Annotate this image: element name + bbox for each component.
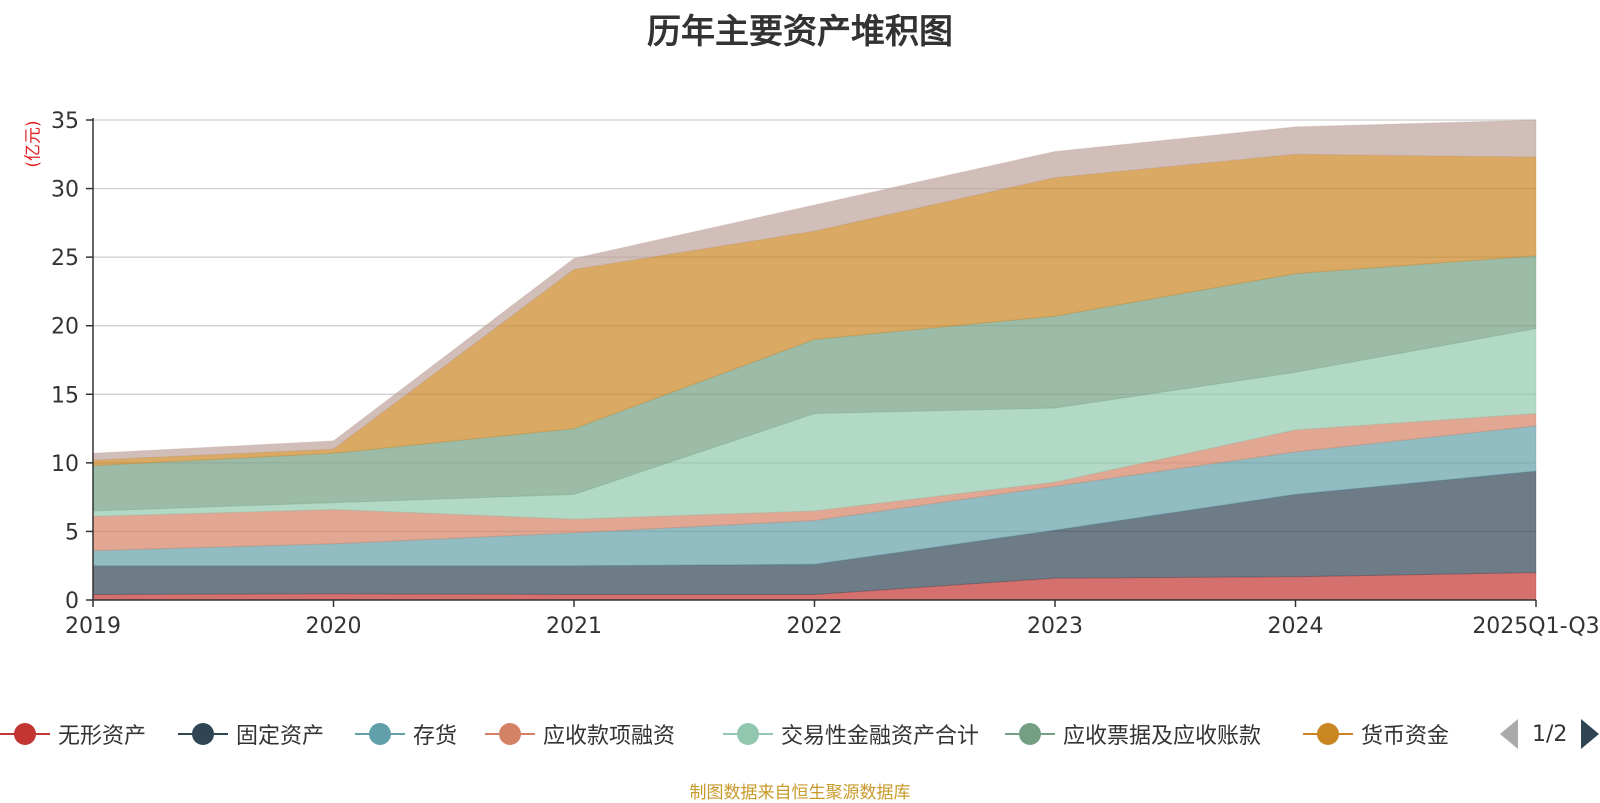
legend-item-存货[interactable]: 存货 — [355, 716, 457, 752]
y-tick-label: 30 — [51, 178, 79, 203]
legend-item-固定资产[interactable]: 固定资产 — [178, 716, 324, 752]
area-series-存货 — [92, 425, 1537, 567]
legend-label: 无形资产 — [58, 724, 147, 749]
x-tick-label: 2022 — [787, 614, 843, 639]
y-tick-label: 10 — [51, 452, 79, 477]
legend-marker-icon — [1303, 716, 1353, 752]
chart-title: 历年主要资产堆积图 — [647, 12, 953, 52]
x-tick-label: 2023 — [1027, 614, 1083, 639]
legend-item-应收款项融资[interactable]: 应收款项融资 — [485, 716, 675, 752]
y-tick-label: 35 — [51, 109, 79, 134]
area-series-应收票据及应收账款 — [92, 255, 1537, 512]
axes — [86, 118, 1537, 607]
area-series — [92, 119, 1537, 601]
legend-item-交易性金融资产合计[interactable]: 交易性金融资产合计 — [723, 716, 979, 752]
area-series-货币资金 — [92, 153, 1537, 467]
tick-labels: 0 5 10 15 20 25 30 35 2019 2020 2021 2022 2023 2024 20… — [51, 109, 1600, 639]
data-source-note: 制图数据来自恒生聚源数据库 — [689, 783, 911, 803]
legend-item-货币资金[interactable]: 货币资金 — [1303, 716, 1449, 752]
legend-marker-icon — [485, 716, 535, 752]
legend-item-无形资产[interactable]: 无形资产 — [0, 716, 146, 752]
y-tick-label: 15 — [51, 383, 79, 408]
stacked-area-chart: 0 5 10 15 20 25 30 35 2019 2020 2021 2022 2023 2024 20… — [51, 109, 1600, 639]
legend-item-应收票据及应收账款[interactable]: 应收票据及应收账款 — [1005, 716, 1261, 752]
y-tick-label: 0 — [65, 589, 79, 614]
legend-marker-icon — [178, 716, 228, 752]
legend-pager: 1/2 — [1500, 716, 1600, 752]
legend-marker-icon — [355, 716, 405, 752]
y-tick-label: 5 — [65, 520, 79, 545]
x-tick-label: 2025Q1-Q3 — [1472, 614, 1599, 639]
area-series-其他 — [92, 119, 1537, 461]
x-tick-label: 2021 — [546, 614, 602, 639]
x-tick-label: 2020 — [306, 614, 362, 639]
x-tick-label: 2019 — [65, 614, 121, 639]
legend-page-indicator: 1/2 — [1532, 721, 1568, 747]
y-tick-label: 25 — [51, 246, 79, 271]
legend-next-page-icon[interactable] — [1581, 719, 1600, 749]
x-tick-label: 2024 — [1268, 614, 1324, 639]
legend-marker-icon — [0, 716, 50, 752]
legend-label: 应收票据及应收账款 — [1063, 724, 1262, 749]
legend-marker-icon — [1005, 716, 1055, 752]
legend-label: 固定资产 — [236, 724, 325, 749]
y-tick-label: 20 — [51, 315, 79, 340]
legend-label: 应收款项融资 — [543, 724, 676, 749]
legend-label: 交易性金融资产合计 — [781, 724, 980, 749]
legend: 无形资产 固定资产 存货 应收款项融资 交易性金融资产合计 应收票据及应收账款 货币资金 — [0, 716, 1600, 752]
area-series-固定资产 — [92, 470, 1537, 596]
legend-label: 存货 — [413, 724, 458, 749]
legend-label: 货币资金 — [1361, 724, 1450, 749]
legend-prev-page-icon[interactable] — [1500, 719, 1518, 749]
legend-marker-icon — [723, 716, 773, 752]
